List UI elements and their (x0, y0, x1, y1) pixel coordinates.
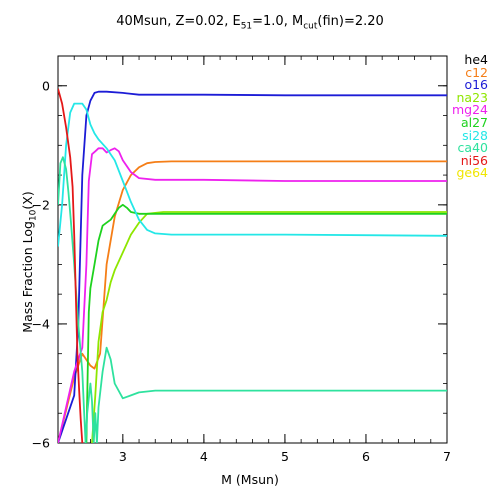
legend-entry-ge64: ge64 (456, 165, 488, 181)
legend-entry-mg24: mg24 (451, 102, 488, 118)
x-tick-label: 7 (443, 449, 451, 464)
series-line-si28 (58, 102, 447, 247)
y-tick-label: −2 (32, 197, 50, 212)
x-tick-label: 4 (200, 449, 208, 464)
series-line-o16 (58, 90, 447, 443)
x-tick-label: 6 (362, 449, 370, 464)
x-tick-label: 5 (281, 449, 289, 464)
legend-entry-si28: si28 (462, 127, 488, 143)
legend-entry-al27: al27 (460, 114, 488, 130)
legend-entry-na23: na23 (456, 89, 489, 105)
series-lines (58, 88, 447, 443)
y-axis-label: Mass Fraction Log10(X) (19, 191, 39, 333)
y-tick-label: 0 (42, 78, 50, 93)
chart-title: 40Msun, Z=0.02, E51=1.0, Mcut(fin)=2.20 (116, 14, 384, 32)
x-axis-label: M (Msun) (221, 472, 279, 487)
x-tick-label: 3 (119, 449, 127, 464)
series-line-mg24 (58, 147, 447, 443)
legend-entry-ca40: ca40 (457, 140, 488, 156)
series-line-al27 (85, 203, 447, 443)
legend: he4 c12 o16 na23 mg24 al27 si28 ca40 ni56 ge64 (451, 52, 489, 181)
series-line-ca40 (58, 156, 447, 443)
y-tick-label: −4 (32, 316, 50, 331)
legend-entry-c12: c12 (465, 64, 488, 80)
axis-ticks: 3 4 5 6 7 0 −2 −4 −6 (32, 55, 451, 464)
y-tick-label: −6 (32, 436, 50, 451)
series-line-ni56 (58, 88, 84, 443)
legend-entry-ni56: ni56 (460, 152, 488, 168)
legend-entry-o16: o16 (464, 77, 488, 93)
series-line-na23 (91, 211, 447, 443)
series-line-c12 (58, 160, 447, 443)
legend-entry-he4: he4 (464, 52, 488, 67)
